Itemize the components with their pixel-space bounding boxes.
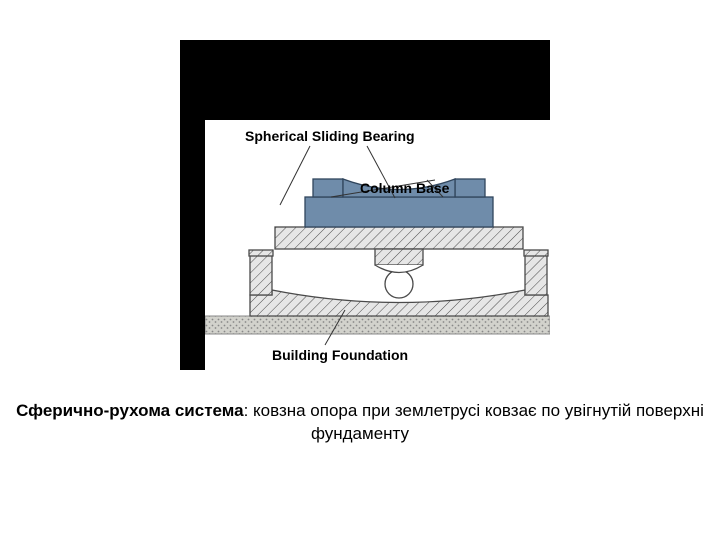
diagram-frame xyxy=(180,40,550,370)
frame-left-bar xyxy=(180,40,205,370)
caption-rest: : ковзна опора при землетрусі ковзає по … xyxy=(244,401,704,443)
label-column-base: Column Base xyxy=(360,180,449,196)
spherical-ball xyxy=(385,270,413,298)
caption-bold: Сферично-рухома система xyxy=(16,401,243,420)
label-spherical-bearing: Spherical Sliding Bearing xyxy=(245,128,415,144)
diagram-scene xyxy=(205,120,550,370)
ground-strip xyxy=(205,316,550,334)
frame-top-bar xyxy=(180,40,550,120)
caption: Сферично-рухома система: ковзна опора пр… xyxy=(0,400,720,446)
upper-slider xyxy=(275,227,523,273)
label-building-foundation: Building Foundation xyxy=(272,347,408,363)
